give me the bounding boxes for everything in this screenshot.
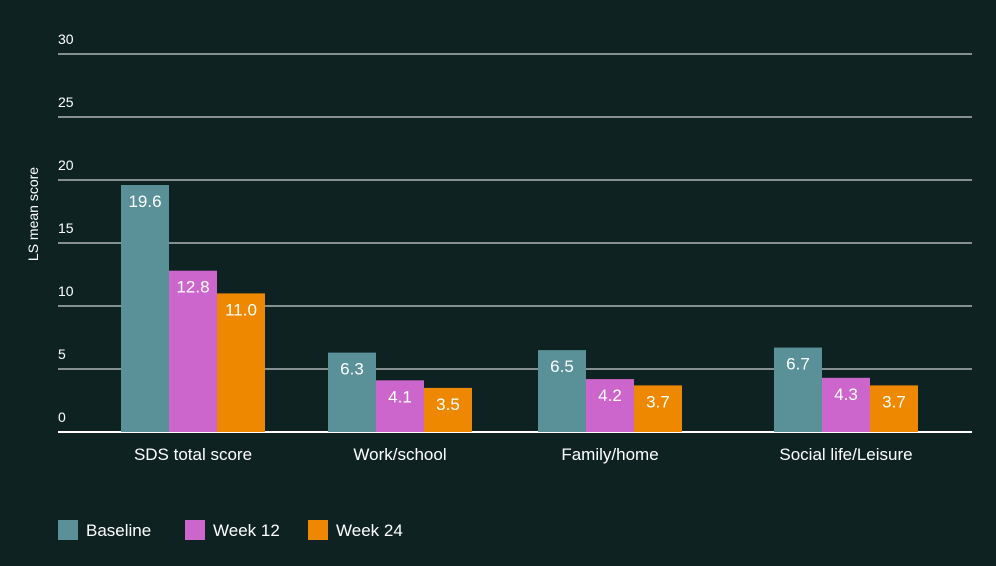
- bar: [376, 380, 424, 432]
- bar: [822, 377, 870, 432]
- y-tick-label: 20: [58, 157, 74, 173]
- bar: [538, 350, 586, 432]
- legend-item: Week 24: [308, 520, 403, 540]
- y-axis-ticks: 0 5 10 15 20 25 30: [58, 31, 74, 425]
- bar: [586, 379, 634, 432]
- y-tick-label: 25: [58, 94, 74, 110]
- bar: [121, 185, 169, 432]
- x-category-label: SDS total score: [134, 445, 252, 464]
- data-label: 11.0: [225, 300, 257, 319]
- y-tick-label: 30: [58, 31, 74, 47]
- legend-swatch: [308, 520, 328, 540]
- legend-swatch: [185, 520, 205, 540]
- bar: [870, 385, 918, 432]
- data-label: 3.7: [646, 392, 670, 411]
- data-label: 3.7: [882, 392, 906, 411]
- legend-item: Baseline: [58, 520, 151, 540]
- data-label: 3.5: [436, 395, 460, 414]
- y-tick-label: 5: [58, 346, 66, 362]
- legend-label: Baseline: [86, 521, 151, 540]
- legend-swatch: [58, 520, 78, 540]
- data-label: 6.3: [340, 360, 364, 379]
- legend: Baseline Week 12 Week 24: [58, 520, 403, 540]
- bar: [217, 293, 265, 432]
- bar: [328, 352, 376, 432]
- data-label: 4.1: [388, 387, 412, 406]
- data-label: 4.2: [598, 386, 622, 405]
- y-tick-label: 15: [58, 220, 74, 236]
- bars: [121, 185, 918, 432]
- y-tick-label: 0: [58, 409, 66, 425]
- x-category-label: Work/school: [353, 445, 446, 464]
- data-label: 19.6: [128, 192, 161, 211]
- data-label: 4.3: [834, 385, 858, 404]
- legend-label: Week 12: [213, 521, 280, 540]
- data-label: 12.8: [176, 278, 209, 297]
- bar: [169, 270, 217, 432]
- x-category-label: Family/home: [561, 445, 658, 464]
- category-labels: SDS total score Work/school Family/home Soc…: [134, 445, 913, 464]
- bar: [424, 387, 472, 432]
- legend-item: Week 12: [185, 520, 280, 540]
- y-tick-label: 10: [58, 283, 74, 299]
- x-category-label: Social life/Leisure: [779, 445, 912, 464]
- legend-label: Week 24: [336, 521, 403, 540]
- bar: [774, 347, 822, 432]
- y-axis-title: LS mean score: [25, 167, 41, 261]
- value-labels: 19.6 12.8 11.0 6.3 4.1 3.5 6.5 4.2 3.7 6.7 4.3 3.7: [128, 192, 905, 414]
- bar: [634, 385, 682, 432]
- data-label: 6.7: [786, 355, 810, 374]
- data-label: 6.5: [550, 357, 574, 376]
